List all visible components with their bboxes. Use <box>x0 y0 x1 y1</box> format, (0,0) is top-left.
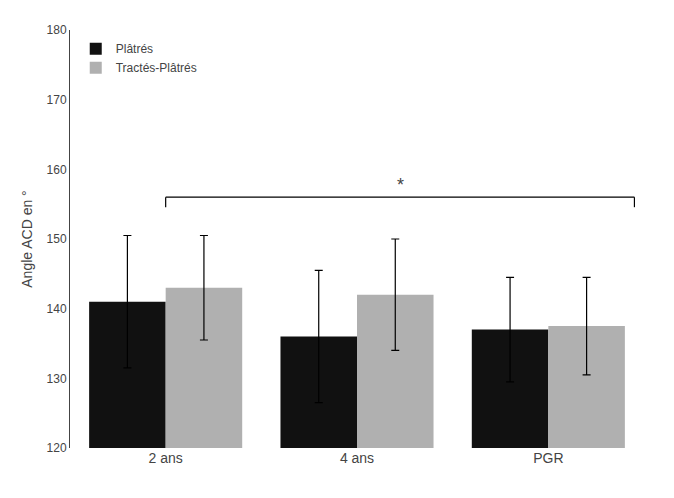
svg-text:120: 120 <box>47 441 67 455</box>
svg-text:PGR: PGR <box>533 450 563 466</box>
svg-text:150: 150 <box>47 232 67 246</box>
svg-text:Plâtrés: Plâtrés <box>116 42 153 56</box>
svg-text:2 ans: 2 ans <box>149 450 183 466</box>
svg-text:140: 140 <box>47 302 67 316</box>
svg-text:170: 170 <box>47 93 67 107</box>
svg-text:Angle ACD en °: Angle ACD en ° <box>19 190 35 287</box>
svg-text:Tractés-Plâtrés: Tractés-Plâtrés <box>116 61 197 75</box>
svg-text:130: 130 <box>47 372 67 386</box>
svg-text:4 ans: 4 ans <box>340 450 374 466</box>
svg-text:160: 160 <box>47 163 67 177</box>
svg-text:*: * <box>397 175 404 195</box>
svg-text:180: 180 <box>47 23 67 37</box>
